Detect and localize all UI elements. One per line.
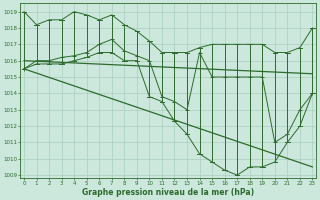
X-axis label: Graphe pression niveau de la mer (hPa): Graphe pression niveau de la mer (hPa) bbox=[82, 188, 254, 197]
